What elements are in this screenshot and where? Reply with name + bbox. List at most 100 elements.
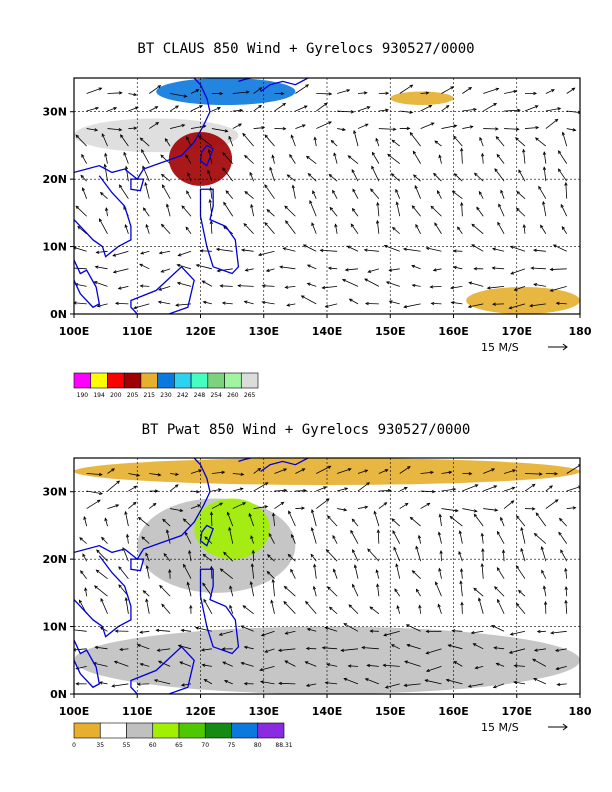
wind-arrow [458, 551, 463, 562]
wind-arrowhead [111, 684, 116, 688]
wind-arrowhead [474, 484, 479, 488]
wind-arrowhead [468, 281, 473, 285]
wind-arrowhead [302, 244, 307, 248]
wind-arrow [159, 585, 171, 597]
wind-arrow [439, 155, 442, 164]
wind-arrowhead [101, 133, 105, 137]
wind-arrowhead [104, 207, 109, 212]
wind-arrow [107, 92, 122, 94]
wind-arrowhead [328, 121, 332, 125]
wind-arrowhead [541, 569, 545, 574]
wind-arrow [195, 627, 212, 632]
wind-arrow [274, 103, 286, 112]
wind-arrow [473, 643, 484, 650]
wind-arrow [357, 469, 368, 474]
wind-arrowhead [119, 647, 123, 652]
colorbar-box [73, 372, 92, 389]
wind-arrowhead [492, 247, 496, 251]
wind-arrowhead [564, 567, 568, 572]
wind-arrowhead [516, 108, 521, 112]
wind-arrowhead [160, 269, 165, 273]
wind-arrowhead [258, 87, 263, 91]
wind-arrow [158, 660, 171, 667]
wind-arrow [461, 148, 463, 164]
wind-arrow [495, 136, 505, 147]
wind-arrow [509, 303, 526, 309]
wind-arrowhead [496, 153, 501, 158]
wind-arrowhead [411, 570, 416, 574]
x-tick-label: 170E [502, 325, 532, 338]
wind-arrowhead [425, 246, 430, 251]
wind-arrowhead [554, 648, 559, 652]
wind-arrowhead [425, 651, 430, 655]
wind-arrow [145, 224, 150, 234]
wind-arrow [449, 516, 463, 527]
wind-arrowhead [513, 664, 518, 668]
wind-arrowhead [209, 511, 214, 516]
wind-arrow [378, 109, 389, 112]
wind-arrowhead [312, 190, 316, 195]
wind-arrow [118, 285, 129, 290]
wind-arrowhead [510, 271, 515, 275]
wind-arrow [412, 570, 421, 579]
wind-arrow [566, 110, 580, 113]
wind-arrow [545, 499, 559, 509]
wind-arrowhead [219, 91, 224, 96]
wind-arrow [223, 202, 234, 217]
wind-arrowhead [307, 173, 312, 177]
wind-arrowhead [350, 223, 355, 228]
wind-arrowhead [415, 545, 419, 550]
wind-arrowhead [133, 92, 138, 97]
wind-arrowhead [481, 548, 485, 552]
wind-arrow [524, 127, 539, 129]
wind-arrow [555, 648, 567, 652]
wind-arrowhead [404, 660, 409, 664]
wind-arrowhead [239, 108, 244, 113]
wind-arrowhead [96, 549, 100, 554]
wind-arrowhead [217, 107, 221, 111]
y-tick-label: 10N [42, 621, 67, 634]
wind-arrow [545, 485, 553, 492]
wind-arrow [454, 173, 463, 182]
wind-arrow [367, 664, 379, 667]
wind-arrowhead [493, 103, 498, 107]
wind-arrowhead [388, 300, 393, 304]
wind-arrowhead [136, 643, 141, 648]
wind-arrow [460, 581, 463, 597]
wind-arrowhead [496, 530, 501, 535]
wind-arrow [543, 586, 547, 597]
wind-arrowhead [330, 139, 335, 144]
wind-arrowhead [366, 482, 370, 486]
wind-arrow [84, 587, 88, 597]
wind-arrow [250, 535, 255, 544]
wind-arrow [112, 683, 129, 687]
wind-arrowhead [384, 469, 389, 473]
wind-arrowhead [411, 283, 416, 288]
wind-arrowhead [385, 108, 390, 112]
y-tick-label: 20N [42, 553, 67, 566]
wind-arrowhead [518, 169, 522, 174]
wind-reference-arrowhead [562, 723, 568, 731]
wind-arrowhead [375, 569, 379, 574]
wind-arrowhead [478, 190, 483, 195]
wind-arrowhead [321, 646, 326, 650]
wind-arrowhead [156, 648, 161, 652]
wind-arrowhead [373, 510, 377, 515]
wind-arrowhead [266, 209, 271, 213]
wind-arrow [120, 134, 129, 147]
wind-arrowhead [288, 510, 292, 515]
wind-arrow [371, 166, 380, 182]
wind-arrowhead [390, 173, 395, 177]
wind-arrowhead [495, 662, 500, 666]
wind-arrow [266, 571, 275, 579]
wind-arrow [211, 471, 225, 474]
wind-arrow [531, 267, 546, 270]
wind-arrow [162, 184, 171, 199]
y-tick-label: 10N [42, 241, 67, 254]
wind-arrow [313, 586, 317, 597]
wind-arrowhead [395, 201, 399, 206]
wind-arrow [316, 102, 328, 112]
coastline-asia [74, 458, 211, 561]
wind-arrowhead [534, 105, 539, 109]
wind-arrowhead [454, 508, 459, 513]
